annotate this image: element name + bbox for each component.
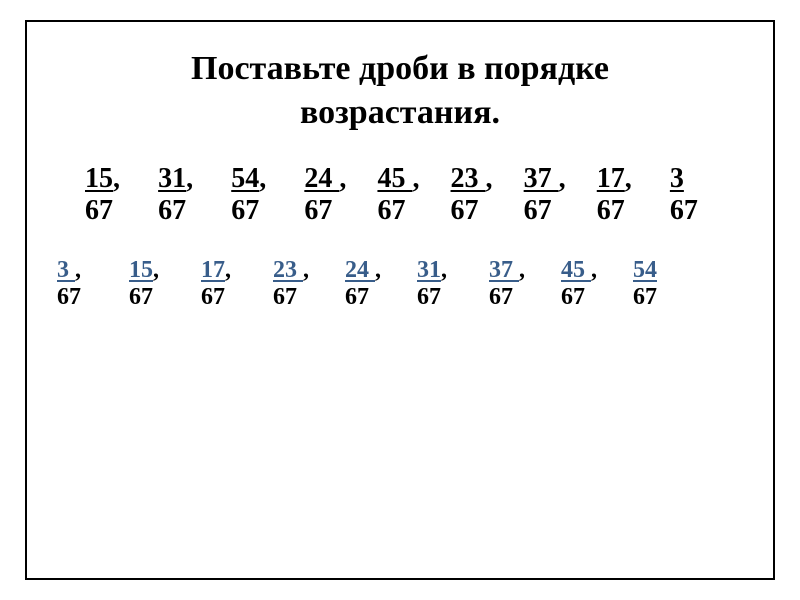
denominator-cell: 67 [158,195,231,227]
numerator-cell: 54 [633,257,705,284]
numerator-cell: 54, [231,163,304,195]
numerator-line-2: 3 , 15, 17, 23 , 24 , 31, 37 , 45 , 54 [57,257,743,284]
numerator-line-1: 15, 31, 54, 24 , 45 , 23 , 37 , 17, 3 [85,163,743,195]
separator: , [591,257,597,283]
title-line-1: Поставьте дроби в порядке [191,50,609,87]
denominator-cell: 67 [201,284,273,311]
title: Поставьте дроби в порядке возрастания. [57,47,743,135]
fraction-answer-row: 3 , 15, 17, 23 , 24 , 31, 37 , 45 , 54 6… [57,257,743,311]
denominator-cell: 67 [451,195,524,227]
numerator-value: 37 [524,163,559,194]
separator: , [153,257,159,283]
numerator-value: 24 [304,163,339,194]
denominator-cell: 67 [597,195,670,227]
separator: , [559,163,566,194]
numerator-cell: 31, [417,257,489,284]
denominator-cell: 67 [489,284,561,311]
numerator-value: 45 [377,163,412,194]
numerator-value: 15 [85,163,113,194]
numerator-cell: 45 , [377,163,450,195]
denominator-cell: 67 [670,195,743,227]
numerator-value: 23 [273,257,303,283]
numerator-value: 31 [158,163,186,194]
denominator-cell: 67 [129,284,201,311]
separator: , [625,163,632,194]
numerator-value: 54 [231,163,259,194]
separator: , [303,257,309,283]
numerator-cell: 23 , [273,257,345,284]
separator: , [519,257,525,283]
numerator-cell: 3 , [57,257,129,284]
denominator-cell: 67 [524,195,597,227]
denominator-cell: 67 [377,195,450,227]
numerator-value: 31 [417,257,441,283]
denominator-cell: 67 [85,195,158,227]
numerator-cell: 45 , [561,257,633,284]
fraction-problem-row: 15, 31, 54, 24 , 45 , 23 , 37 , 17, 3 67… [57,163,743,227]
separator: , [375,257,381,283]
document-frame: Поставьте дроби в порядке возрастания. 1… [25,20,775,580]
numerator-value: 37 [489,257,519,283]
numerator-value: 24 [345,257,375,283]
denominator-cell: 67 [57,284,129,311]
numerator-cell: 31, [158,163,231,195]
numerator-value: 45 [561,257,591,283]
separator: , [486,163,493,194]
separator: , [339,163,346,194]
numerator-cell: 15, [129,257,201,284]
denominator-line-2: 676767676767676767 [57,284,743,311]
separator: , [186,163,193,194]
numerator-cell: 24 , [345,257,417,284]
denominator-cell: 67 [304,195,377,227]
denominator-cell: 67 [633,284,705,311]
separator: , [412,163,419,194]
numerator-value: 23 [451,163,486,194]
denominator-cell: 67 [417,284,489,311]
separator: , [225,257,231,283]
denominator-cell: 67 [561,284,633,311]
numerator-cell: 37 , [489,257,561,284]
denominator-cell: 67 [273,284,345,311]
title-line-2: возрастания. [300,94,500,131]
numerator-cell: 17, [201,257,273,284]
separator: , [113,163,120,194]
numerator-value: 15 [129,257,153,283]
separator: , [259,163,266,194]
numerator-value: 17 [201,257,225,283]
separator: , [441,257,447,283]
denominator-cell: 67 [231,195,304,227]
numerator-cell: 37 , [524,163,597,195]
numerator-value: 3 [57,257,75,283]
numerator-cell: 15, [85,163,158,195]
numerator-cell: 17, [597,163,670,195]
numerator-value: 3 [670,163,684,194]
numerator-cell: 23 , [451,163,524,195]
numerator-value: 54 [633,257,657,283]
numerator-cell: 3 [670,163,743,195]
numerator-value: 17 [597,163,625,194]
denominator-line-1: 676767676767676767 [85,195,743,227]
numerator-cell: 24 , [304,163,377,195]
denominator-cell: 67 [345,284,417,311]
separator: , [75,257,81,283]
